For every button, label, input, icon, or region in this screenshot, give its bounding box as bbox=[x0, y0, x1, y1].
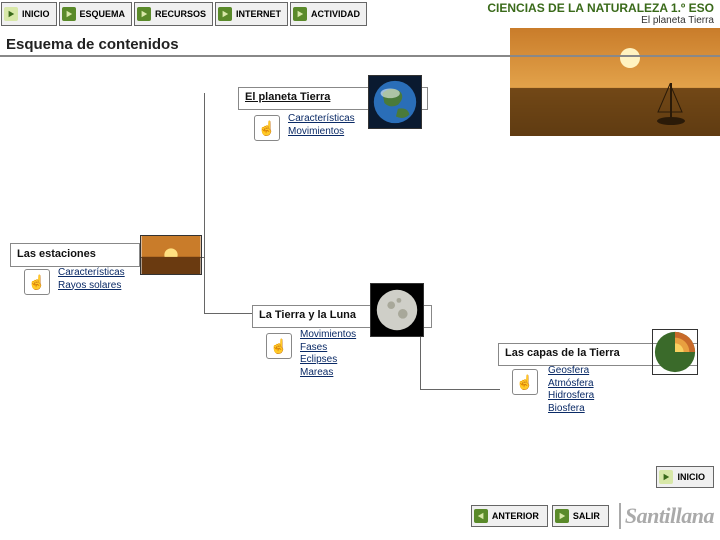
content-diagram: El planeta Tierra ☝ Características Movi… bbox=[0, 57, 720, 457]
footer-salir-label: SALIR bbox=[573, 511, 600, 521]
play-icon bbox=[659, 470, 673, 484]
play-icon bbox=[218, 7, 232, 21]
link-eclipses[interactable]: Eclipses bbox=[300, 354, 356, 367]
back-icon bbox=[474, 509, 488, 523]
moon-thumbnail bbox=[370, 283, 424, 337]
play-icon bbox=[4, 7, 18, 21]
link-mareas[interactable]: Mareas bbox=[300, 367, 356, 380]
node-tierra-luna-links: Movimientos Fases Eclipses Mareas bbox=[300, 329, 356, 379]
footer-anterior-label: ANTERIOR bbox=[492, 511, 539, 521]
connector-line bbox=[420, 389, 500, 390]
play-icon bbox=[137, 7, 151, 21]
connector-line bbox=[204, 313, 252, 314]
footer-salir-button[interactable]: SALIR bbox=[552, 505, 609, 527]
node-estaciones-links: Características Rayos solares bbox=[58, 267, 125, 292]
nav-actividad[interactable]: ACTIVIDAD bbox=[290, 2, 367, 26]
pointer-icon[interactable]: ☝ bbox=[512, 369, 538, 395]
node-estaciones: Las estaciones bbox=[10, 243, 140, 267]
top-nav: INICIO ESQUEMA RECURSOS INTERNET ACTIVID… bbox=[0, 0, 720, 28]
link-hidrosfera[interactable]: Hidrosfera bbox=[548, 390, 594, 403]
section-title: Esquema de contenidos bbox=[0, 28, 720, 57]
node-capas-links: Geosfera Atmósfera Hidrosfera Biosfera bbox=[548, 365, 594, 415]
footer: ANTERIOR SALIR Santillana bbox=[0, 492, 720, 540]
link-geosfera[interactable]: Geosfera bbox=[548, 365, 594, 378]
link-movimientos[interactable]: Movimientos bbox=[288, 126, 355, 139]
nav-label: INTERNET bbox=[236, 9, 281, 19]
nav-internet[interactable]: INTERNET bbox=[215, 2, 288, 26]
link-caracteristicas[interactable]: Características bbox=[58, 267, 125, 280]
earth-layers-thumbnail bbox=[652, 329, 698, 375]
nav-label: ESQUEMA bbox=[80, 9, 126, 19]
play-icon bbox=[555, 509, 569, 523]
connector-line bbox=[204, 93, 205, 313]
link-movimientos[interactable]: Movimientos bbox=[300, 329, 356, 342]
course-subtitle: El planeta Tierra bbox=[487, 15, 714, 26]
node-title: Las estaciones bbox=[17, 248, 133, 260]
pointer-icon[interactable]: ☝ bbox=[266, 333, 292, 359]
sunset-thumbnail bbox=[140, 235, 202, 275]
link-biosfera[interactable]: Biosfera bbox=[548, 403, 594, 416]
node-planeta-links: Características Movimientos bbox=[288, 113, 355, 138]
header-title-area: CIENCIAS DE LA NATURALEZA 1.º ESO El pla… bbox=[487, 2, 720, 26]
nav-esquema[interactable]: ESQUEMA bbox=[59, 2, 133, 26]
link-fases[interactable]: Fases bbox=[300, 342, 356, 355]
play-icon bbox=[293, 7, 307, 21]
pointer-icon[interactable]: ☝ bbox=[24, 269, 50, 295]
nav-label: ACTIVIDAD bbox=[311, 9, 360, 19]
link-rayos[interactable]: Rayos solares bbox=[58, 280, 125, 293]
footer-inicio-label: INICIO bbox=[677, 472, 705, 482]
footer-anterior-button[interactable]: ANTERIOR bbox=[471, 505, 548, 527]
play-icon bbox=[62, 7, 76, 21]
brand-logo: Santillana bbox=[619, 503, 714, 529]
footer-inicio-button[interactable]: INICIO bbox=[656, 466, 714, 488]
footer-inicio-area: INICIO bbox=[656, 466, 714, 488]
course-title: CIENCIAS DE LA NATURALEZA 1.º ESO bbox=[487, 2, 714, 15]
pointer-icon[interactable]: ☝ bbox=[254, 115, 280, 141]
nav-recursos[interactable]: RECURSOS bbox=[134, 2, 213, 26]
nav-inicio[interactable]: INICIO bbox=[1, 2, 57, 26]
connector-line bbox=[420, 333, 421, 389]
nav-label: RECURSOS bbox=[155, 9, 206, 19]
nav-label: INICIO bbox=[22, 9, 50, 19]
link-caracteristicas[interactable]: Características bbox=[288, 113, 355, 126]
earth-thumbnail bbox=[368, 75, 422, 129]
link-atmosfera[interactable]: Atmósfera bbox=[548, 378, 594, 391]
